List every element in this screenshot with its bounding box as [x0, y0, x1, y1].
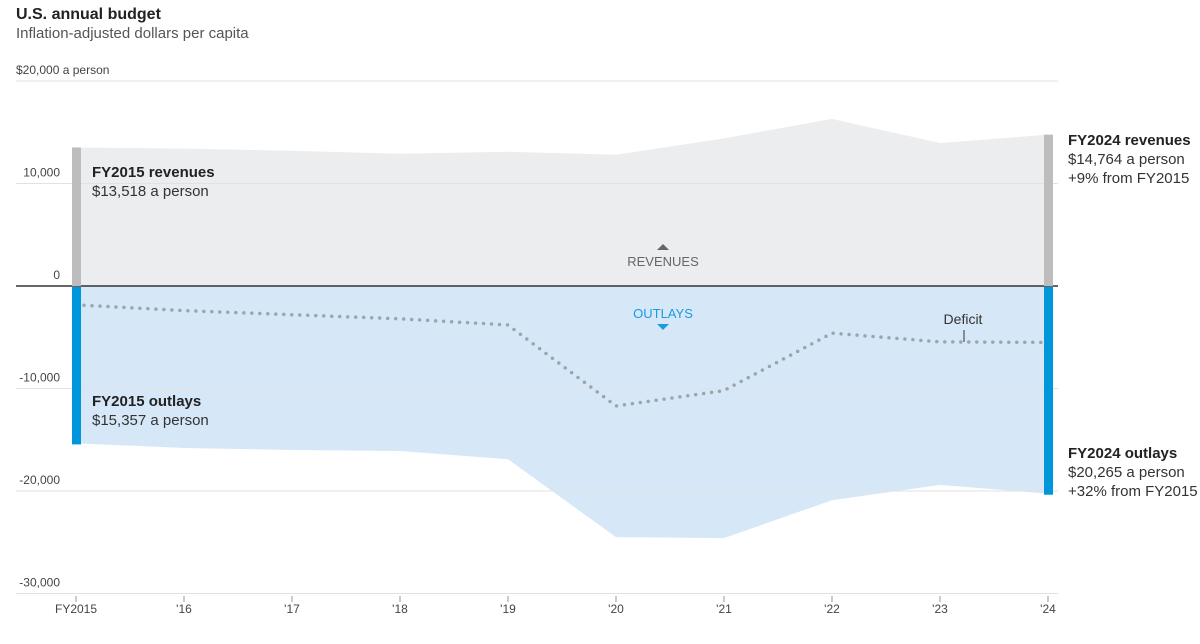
x-tick-label: '19: [500, 602, 516, 616]
outlay-bar: [1044, 287, 1053, 495]
fy2024-revenues-change: +9% from FY2015: [1068, 170, 1190, 187]
x-tick-label: '21: [716, 602, 732, 616]
revenues-area: [76, 118, 1048, 286]
x-tick-label: '18: [392, 602, 408, 616]
outlays-label: OUTLAYS: [633, 306, 693, 321]
fy2015-revenues-value: $13,518 a person: [92, 183, 209, 200]
revenue-bar: [72, 147, 81, 286]
y-tick-label: 0: [53, 268, 60, 282]
fy2015-revenues-title: FY2015 revenues: [92, 164, 215, 181]
revenues-label: REVENUES: [627, 254, 699, 269]
fy2024-revenues-annotation: FY2024 revenues $14,764 a person +9% fro…: [1068, 131, 1191, 188]
x-tick-label: '24: [1040, 602, 1056, 616]
y-tick-label: -10,000: [19, 371, 60, 385]
x-tick-label: '23: [932, 602, 948, 616]
deficit-label: Deficit: [944, 311, 983, 327]
fy2024-revenues-value: $14,764 a person: [1068, 151, 1185, 168]
fy2024-outlays-value: $20,265 a person: [1068, 464, 1185, 481]
fy2015-revenues-annotation: FY2015 revenues $13,518 a person: [92, 163, 215, 201]
chart-subtitle: Inflation-adjusted dollars per capita: [16, 25, 249, 42]
x-tick-label: '22: [824, 602, 840, 616]
triangle-up-icon: [657, 244, 669, 250]
x-tick-label: '20: [608, 602, 624, 616]
chart-title: U.S. annual budget: [16, 6, 161, 23]
y-tick-label: -20,000: [19, 473, 60, 487]
fy2024-outlays-annotation: FY2024 outlays $20,265 a person +32% fro…: [1068, 444, 1198, 501]
revenue-bar: [1044, 134, 1053, 286]
y-tick-label: 10,000: [23, 166, 60, 180]
outlays-area: [76, 286, 1048, 539]
fy2024-revenues-title: FY2024 revenues: [1068, 132, 1191, 149]
x-tick-label: '17: [284, 602, 300, 616]
fy2024-outlays-title: FY2024 outlays: [1068, 445, 1178, 462]
x-tick-label: '16: [176, 602, 192, 616]
fy2015-outlays-annotation: FY2015 outlays $15,357 a person: [92, 392, 209, 430]
triangle-down-icon: [657, 324, 669, 330]
outlay-bar: [72, 287, 81, 445]
y-tick-label: -30,000: [19, 576, 60, 590]
x-tick-label: FY2015: [55, 602, 97, 616]
y-tick-label: $20,000 a person: [16, 63, 109, 77]
fy2024-outlays-change: +32% from FY2015: [1068, 483, 1198, 500]
fy2015-outlays-value: $15,357 a person: [92, 412, 209, 429]
fy2015-outlays-title: FY2015 outlays: [92, 393, 202, 410]
